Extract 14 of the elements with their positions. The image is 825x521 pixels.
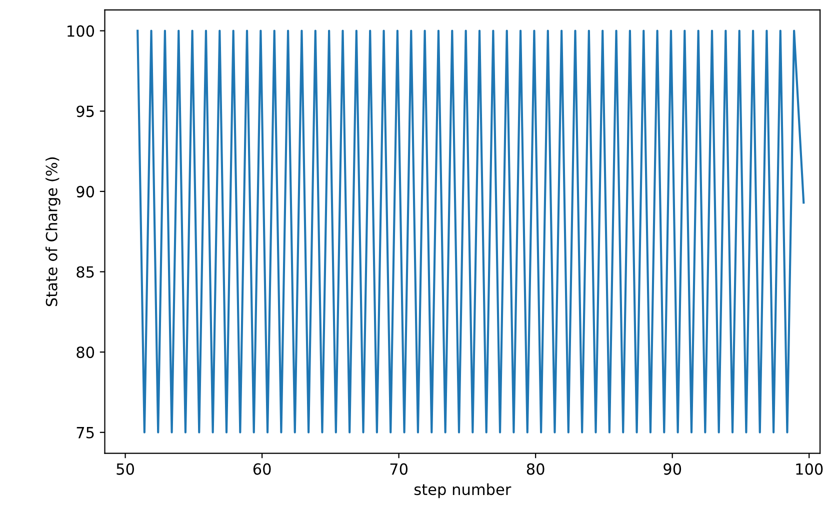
y-tick-label: 95 — [76, 106, 94, 118]
y-tick-label: 80 — [76, 346, 94, 358]
x-tick-label: 80 — [526, 463, 544, 475]
x-axis-title: step number — [414, 483, 512, 498]
x-tick-label: 100 — [796, 463, 823, 475]
y-tick-label: 100 — [68, 25, 94, 37]
x-tick-label: 90 — [664, 463, 682, 475]
y-axis-title: State of Charge (%) — [46, 157, 60, 306]
x-tick-label: 60 — [253, 463, 271, 475]
y-tick-label: 90 — [76, 186, 94, 198]
y-tick-label: 75 — [76, 427, 94, 438]
x-tick-label: 50 — [116, 463, 134, 475]
y-tick-label: 85 — [76, 266, 94, 278]
x-tick-label: 70 — [390, 463, 408, 475]
